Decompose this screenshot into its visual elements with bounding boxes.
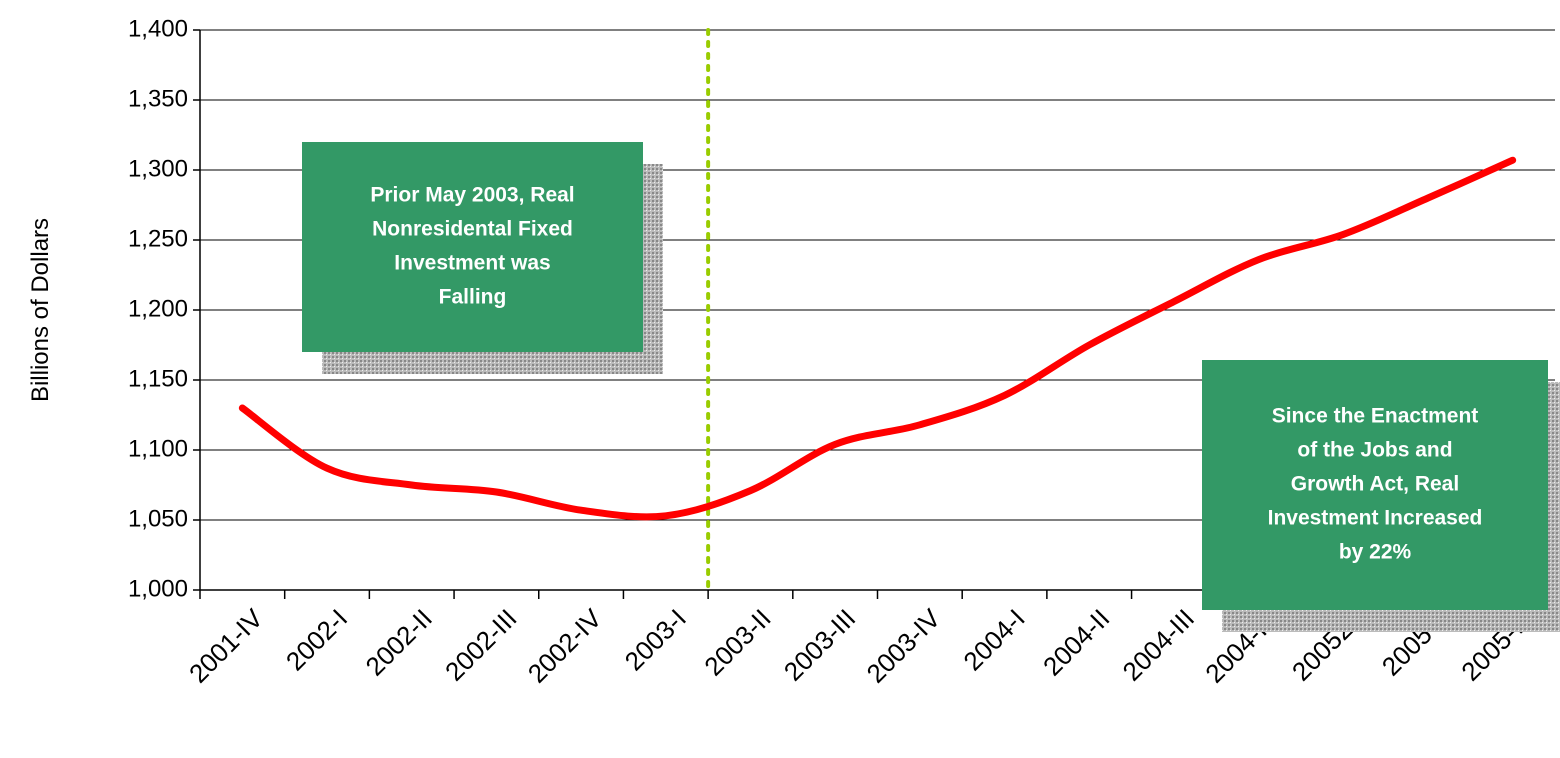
y-tick-label: 1,000 — [128, 575, 188, 602]
x-tick-label: 2002-IV — [522, 603, 608, 689]
annotation-text: Investment was — [394, 252, 550, 275]
y-tick-label: 1,250 — [128, 225, 188, 252]
x-tick-label: 2001-IV — [183, 603, 269, 689]
annotation-box — [302, 142, 643, 352]
y-tick-label: 1,350 — [128, 85, 188, 112]
annotation-text: Nonresidental Fixed — [372, 218, 573, 241]
y-tick-label: 1,100 — [128, 435, 188, 462]
annotation-text: Falling — [439, 286, 507, 309]
annotation-text: Since the Enactment — [1272, 405, 1479, 428]
x-tick-label: 2003-III — [778, 603, 862, 687]
annotation-box — [1202, 360, 1548, 610]
x-tick-label: 2004-II — [1037, 603, 1115, 681]
x-tick-label: 2004-I — [957, 603, 1030, 676]
y-tick-label: 1,150 — [128, 365, 188, 392]
y-tick-label: 1,050 — [128, 505, 188, 532]
annotation-text: Investment Increased — [1268, 507, 1483, 530]
y-tick-label: 1,200 — [128, 295, 188, 322]
x-tick-label: 2002-I — [280, 603, 353, 676]
x-tick-label: 2004-III — [1117, 603, 1201, 687]
y-tick-label: 1,300 — [128, 155, 188, 182]
y-axis-label: Billions of Dollars — [27, 218, 54, 402]
x-tick-label: 2003-II — [698, 603, 776, 681]
x-tick-label: 2002-II — [360, 603, 438, 681]
annotation-text: Prior May 2003, Real — [370, 184, 574, 207]
x-tick-label: 2003-I — [619, 603, 692, 676]
x-tick-label: 2003-IV — [860, 603, 946, 689]
y-tick-label: 1,400 — [128, 15, 188, 42]
annotation-text: of the Jobs and — [1297, 439, 1452, 462]
annotation-text: Growth Act, Real — [1291, 473, 1459, 496]
x-tick-label: 2002-III — [439, 603, 523, 687]
annotation-text: by 22% — [1339, 541, 1412, 564]
data-line — [238, 156, 1517, 521]
